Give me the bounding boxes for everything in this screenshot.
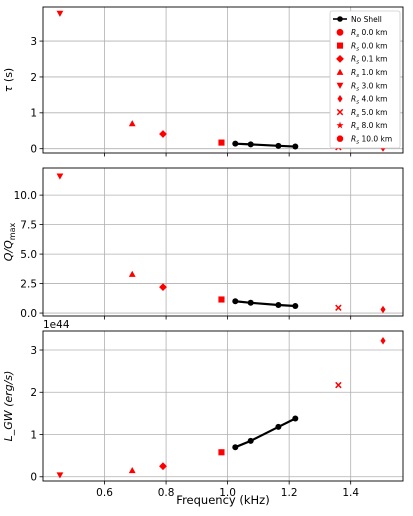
y-tick-label: 2.5 [20,278,37,290]
legend-marker [337,95,343,103]
x-tick-label: 1.4 [342,487,359,499]
legend-label: Rs 3.0 km [351,81,387,92]
panel-2: 0.0 2.5 5.0 7.5 10.0 Q/Qmax [2,167,404,320]
legend-marker [336,28,344,36]
no-shell-point [275,302,282,309]
y-tick-label: 0.0 [20,308,37,320]
no-shell-point [292,302,299,309]
shell-point-diamond [159,283,167,292]
x-tick-label: 1.0 [219,487,236,499]
y-tick-label: 1 [30,429,37,441]
panel-3: 0 1 2 3 0.6 0.8 1.0 1.2 1.4 L_GW (erg/s) 1e44 [2,319,404,499]
no-shell-point [292,143,299,150]
legend-label: Rs 0.1 km [351,55,387,66]
y-tick-label: 2 [30,387,37,399]
y-tick-label: 3 [30,345,37,357]
y-tick-label: 0 [30,472,37,484]
x-tick-label: 1.2 [281,487,298,499]
legend-marker [336,135,344,142]
no-shell-point [232,140,239,147]
panel-1: 0 1 2 3 τ (s) No Shell Rs 0.0 km Rs 0.0 km Rs 0.… [2,6,404,157]
y-axis-label: τ (s) [2,68,15,92]
axes-frame [42,330,404,482]
no-shell-point [232,298,239,305]
legend-marker [337,16,343,22]
y-tick-label: 7.5 [20,219,37,231]
y-tick-label: 1 [30,108,37,120]
legend-label: No Shell [351,15,382,24]
no-shell-point [275,423,282,430]
shell-point-thin-diamond [380,305,386,314]
legend-marker [336,42,344,49]
legend-label: Rs 5.0 km [351,108,387,119]
legend-marker [336,108,344,116]
legend-label: Rs 10.0 km [351,135,392,146]
y-tick-label: 3 [30,36,37,48]
x-tick-label: 0.6 [96,487,113,499]
shell-point-square [218,296,225,303]
y-tick-label: 5.0 [20,249,37,261]
shell-point-diamond [159,462,167,471]
x-axis-label: Frequency (kHz) [176,493,269,507]
shell-point-triangle-down [56,10,64,17]
y-tick-label: 10.0 [14,190,37,202]
shell-point-triangle-down [56,173,64,180]
y-tick-label: 0 [30,143,37,155]
shell-point-triangle-up [128,120,136,127]
legend-label: Rs 4.0 km [351,95,387,106]
shell-point-square [218,139,225,146]
x-tick-label: 0.8 [158,487,175,499]
shell-point-triangle-down [56,472,64,479]
no-shell-point [275,142,282,149]
axes-frame [42,6,404,154]
no-shell-point [247,437,254,444]
shell-point-x [335,304,342,311]
no-shell-point [247,141,254,148]
y-axis-label: L_GW (erg/s) [2,371,15,442]
shell-point-square [218,449,225,456]
no-shell-point [232,444,239,451]
no-shell-point [292,415,299,422]
y-tick-label: 2 [30,72,37,84]
shell-point-triangle-up [128,270,136,277]
legend-marker [336,68,344,75]
legend-box [329,10,401,149]
shell-point-triangle-up [128,467,136,474]
shell-point-thin-diamond [380,336,386,345]
legend-label: Rs 8.0 km [351,121,387,132]
shell-point-diamond [159,130,167,138]
shell-point-x [335,381,342,389]
legend-label: Rs 0.0 km [351,28,387,39]
legend: No Shell Rs 0.0 km Rs 0.0 km Rs 0.1 km Rs 1.… [329,10,401,149]
axes-frame [42,167,404,317]
no-shell-point [247,299,254,306]
legend-marker [336,82,344,89]
no-shell-line [234,417,296,449]
no-shell-line [235,142,296,148]
legend-label: Rs 0.0 km [351,41,387,52]
legend-label: Rs 1.0 km [351,68,387,79]
legend-marker [336,121,344,129]
no-shell-line [235,300,296,308]
y-axis-label: Q/Qmax [2,223,17,262]
offset-text: 1e44 [43,319,70,331]
legend-marker [336,54,344,63]
